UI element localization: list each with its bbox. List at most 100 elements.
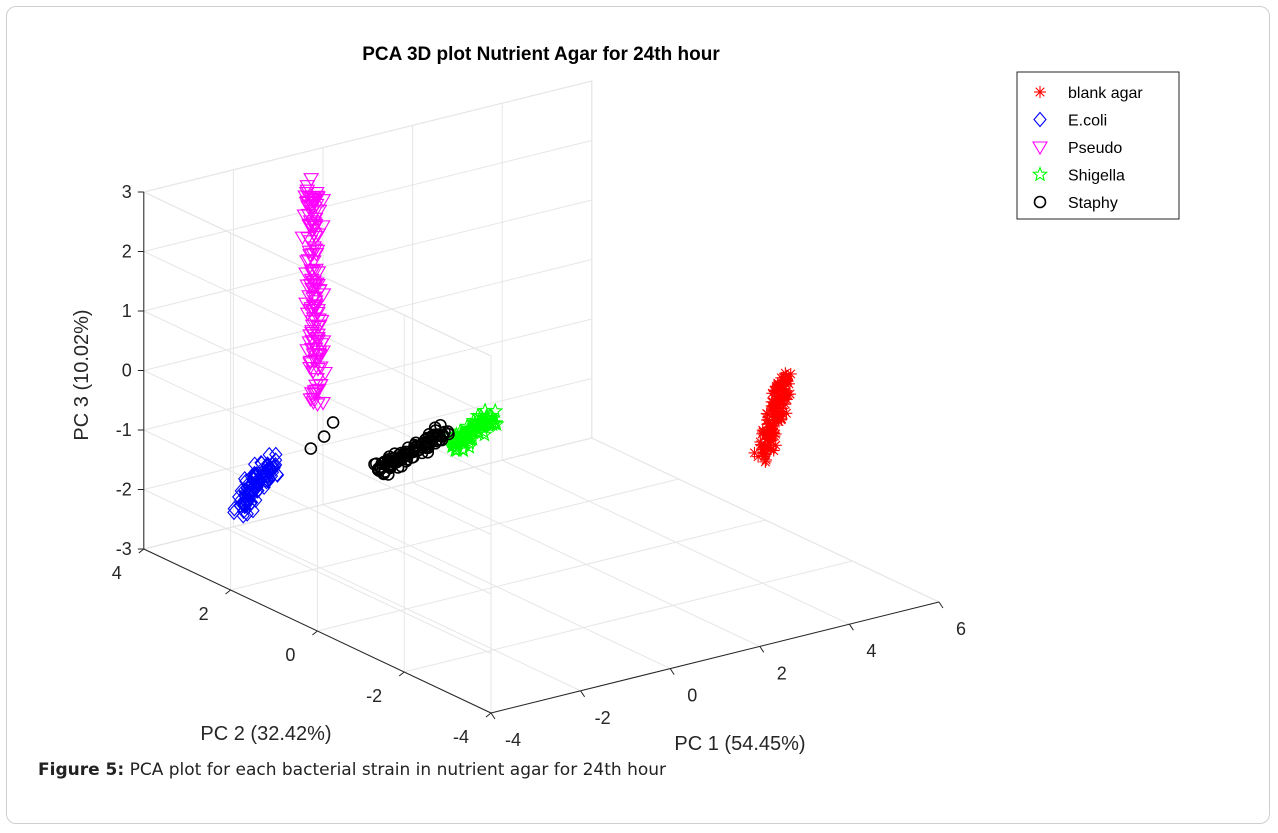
data-point [256, 463, 271, 479]
y-axis-label: PC 2 (32.42%) [200, 723, 331, 745]
data-point [232, 489, 246, 505]
y-tick [312, 630, 318, 636]
data-point [304, 442, 318, 455]
figure-caption-text: PCA plot for each bacterial strain in nu… [124, 760, 667, 780]
data-point [313, 314, 330, 329]
x-tick [848, 623, 854, 631]
data-point [756, 424, 769, 437]
data-point [315, 335, 332, 349]
data-point [244, 484, 259, 501]
data-point [306, 275, 323, 290]
data-point [310, 353, 327, 368]
z-tick-label: 1 [122, 301, 132, 321]
data-point [306, 193, 323, 208]
y-tick [138, 548, 145, 554]
data-point [302, 329, 319, 344]
x-tick [938, 601, 944, 609]
legend-box [1016, 71, 1180, 220]
legend-item: Staphy [1033, 195, 1118, 212]
legend-item: blank agar [1034, 85, 1143, 102]
legend-label: Staphy [1068, 195, 1118, 212]
data-point [305, 265, 322, 279]
data-point [1032, 141, 1048, 156]
series-shigella [443, 402, 505, 458]
data-point [419, 440, 432, 454]
data-point [317, 430, 331, 443]
data-point [250, 472, 265, 488]
data-point [422, 428, 436, 441]
y-tick [225, 589, 231, 595]
data-point [309, 191, 326, 206]
data-point [410, 440, 424, 453]
data-point [238, 488, 253, 505]
data-point [298, 267, 315, 282]
data-point [468, 412, 485, 429]
data-point [304, 200, 321, 214]
data-point [752, 450, 765, 463]
data-point [765, 395, 778, 408]
data-point [448, 435, 466, 451]
data-point [386, 455, 400, 468]
data-point [308, 263, 324, 278]
data-point [300, 254, 317, 268]
data-point [305, 348, 322, 363]
grid-line [317, 519, 766, 632]
series-staphy [304, 416, 455, 481]
data-point [307, 354, 324, 369]
data-point [1031, 165, 1049, 182]
legend-item: E.coli [1033, 111, 1107, 130]
data-point [244, 485, 259, 502]
chart-points [227, 173, 797, 524]
data-point [238, 498, 252, 515]
grid-line [143, 318, 592, 431]
data-point [307, 295, 324, 309]
legend-label: Pseudo [1068, 140, 1122, 157]
data-point [463, 420, 480, 437]
data-point [242, 485, 257, 502]
x-tick [759, 646, 765, 653]
grid-line [143, 370, 492, 535]
data-point [301, 290, 318, 304]
data-point [780, 407, 793, 420]
x-tick-label: -4 [505, 730, 521, 750]
data-point [311, 319, 328, 334]
y-tick-label: -2 [366, 686, 382, 706]
data-point [315, 345, 331, 360]
data-point [302, 393, 319, 408]
data-point [768, 384, 781, 397]
data-point [430, 428, 443, 442]
x-tick-label: 2 [777, 663, 787, 683]
data-point [301, 245, 318, 260]
data-point [487, 414, 504, 430]
grid-line [143, 429, 492, 595]
data-point [372, 462, 385, 475]
y-tick-label: 4 [112, 563, 122, 583]
grid-line [143, 80, 592, 193]
data-point [269, 446, 283, 463]
y-tick [398, 671, 405, 677]
data-point [303, 173, 320, 187]
y-tick-label: 0 [285, 645, 295, 665]
data-point [768, 414, 781, 427]
z-tick-label: -3 [116, 539, 132, 559]
data-point [302, 362, 319, 376]
data-point [307, 300, 323, 315]
data-point [262, 459, 277, 475]
grid-line [143, 140, 592, 252]
chart-gridlines [142, 80, 941, 714]
x-tick-label: 6 [956, 619, 966, 639]
z-tick-label: 0 [122, 361, 132, 381]
data-point [405, 451, 419, 464]
data-point [384, 460, 397, 474]
data-point [1034, 86, 1046, 98]
chart-axes: -4 -2 0 2 4 6 -4 -2 0 2 4 -3 -2 -1 0 1 2 3 [112, 182, 966, 750]
data-point [305, 365, 322, 380]
chart-title: PCA 3D plot Nutrient Agar for 24th hour [362, 44, 720, 65]
data-point [306, 278, 323, 293]
x-tick [490, 712, 496, 720]
pca-3d-chart: PCA 3D plot Nutrient Agar for 24th hour … [71, 44, 1180, 755]
legend-item: Shigella [1031, 165, 1125, 185]
data-point [303, 387, 320, 401]
data-point [309, 398, 326, 413]
z-axis-label: PC 3 (10.02%) [71, 309, 93, 440]
